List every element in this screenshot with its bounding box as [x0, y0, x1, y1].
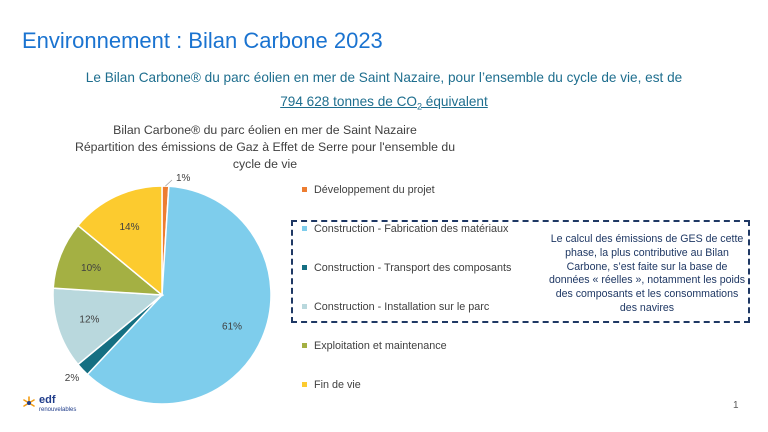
- subtitle-line: Le Bilan Carbone® du parc éolien en mer …: [85, 70, 683, 85]
- co2-subscript: 2: [417, 101, 423, 112]
- slice-data-label: 14%: [120, 222, 140, 233]
- slide-title: Environnement : Bilan Carbone 2023: [22, 28, 383, 53]
- legend-item: Fin de vie: [302, 379, 361, 391]
- slice-data-label: 2%: [65, 373, 80, 384]
- page-number: 1: [733, 400, 739, 411]
- carbon-total-text: 794 628 tonnes de CO: [280, 94, 417, 109]
- note-box: [291, 220, 750, 323]
- legend-swatch: [302, 225, 307, 231]
- legend-label: Construction - Fabrication des matériaux: [314, 223, 509, 235]
- slide-subtitle: Le Bilan Carbone® du parc éolien en mer …: [0, 66, 768, 119]
- carbon-total-value: 794 628 tonnes de CO2 équivalent: [0, 90, 768, 119]
- legend-item: Construction - Installation sur le parc: [302, 301, 489, 313]
- slice-data-label: 61%: [222, 321, 242, 332]
- chart-title-line-1: Bilan Carbone® du parc éolien en mer de …: [113, 123, 417, 137]
- legend-swatch: [302, 264, 307, 270]
- legend-swatch: [302, 342, 307, 348]
- pie-slice: [52, 287, 164, 366]
- slice-data-label: 10%: [81, 263, 101, 274]
- logo-text: edf: [39, 394, 56, 406]
- legend-label: Construction - Transport des composants: [314, 262, 512, 274]
- chart-title: Bilan Carbone® du parc éolien en mer de …: [50, 122, 480, 173]
- legend-swatch: [302, 303, 307, 309]
- legend-label: Fin de vie: [314, 379, 361, 391]
- logo-sub: renouvelables: [39, 407, 77, 413]
- edf-logo: edf renouvelables: [22, 394, 82, 418]
- legend-label: Développement du projet: [314, 184, 435, 196]
- slice-data-label: 1%: [176, 173, 191, 184]
- legend-item: Exploitation et maintenance: [302, 340, 447, 352]
- legend-item: Développement du projet: [302, 184, 435, 196]
- pie-slice: [76, 185, 163, 297]
- slice-data-label: 12%: [79, 315, 99, 326]
- edf-logo-icon: [23, 396, 35, 407]
- pie-slice: [86, 185, 272, 405]
- legend-swatch: [302, 186, 307, 192]
- chart-title-line-3: cycle de vie: [232, 157, 298, 171]
- carbon-total-suffix: équivalent: [422, 94, 488, 109]
- legend-item: Construction - Fabrication des matériaux: [302, 223, 508, 235]
- legend-swatch: [302, 381, 307, 387]
- chart-title-line-2: Répartition des émissions de Gaz à Effet…: [74, 140, 456, 154]
- legend-label: Exploitation et maintenance: [314, 340, 447, 352]
- note-text: Le calcul des émissions de GES de cette …: [548, 233, 746, 314]
- leader-line: [165, 179, 173, 187]
- legend-label: Construction - Installation sur le parc: [314, 301, 490, 313]
- legend-item: Construction - Transport des composants: [302, 262, 511, 274]
